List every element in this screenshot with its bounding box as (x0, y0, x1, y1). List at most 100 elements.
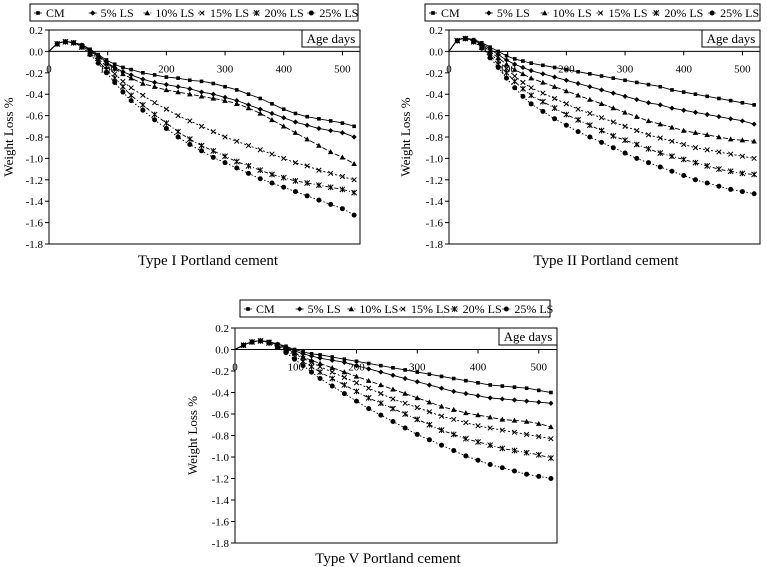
data-point (341, 391, 347, 397)
data-point (140, 92, 146, 98)
data-point (681, 173, 687, 179)
data-point (188, 78, 192, 83)
data-point (751, 155, 757, 162)
legend-marker (297, 306, 303, 312)
legend-marker (199, 10, 205, 16)
data-point (339, 173, 346, 180)
data-point (551, 105, 558, 112)
series-line (235, 340, 551, 479)
data-point (451, 416, 457, 423)
data-point (751, 121, 757, 127)
data-point (462, 36, 468, 42)
data-point (657, 150, 664, 157)
data-point (438, 413, 445, 419)
data-point (511, 66, 518, 72)
legend-marker (144, 10, 151, 16)
data-point (438, 385, 445, 391)
data-point (503, 69, 510, 76)
x-axis-label: Age days (707, 31, 756, 46)
data-point (439, 442, 445, 448)
data-point (512, 85, 518, 91)
data-point (351, 212, 357, 218)
data-point (187, 118, 193, 124)
chart-panel-3: 0.2 0.0 -0.2 -0.4 -0.6 -0.8 -1.0 -1.2 -1.4 -1.6 -1… (185, 323, 558, 567)
data-point (739, 137, 746, 143)
data-point (599, 139, 605, 145)
data-point (499, 396, 505, 402)
data-point (692, 159, 699, 166)
legend-box (424, 3, 761, 22)
legend-label: 5% LS (497, 6, 530, 20)
legend-marker (597, 10, 604, 16)
data-point (680, 156, 687, 163)
legend-box (239, 299, 551, 318)
data-point (111, 65, 118, 71)
data-point (152, 117, 158, 123)
data-point (120, 89, 126, 95)
data-point (488, 383, 492, 387)
data-point (283, 350, 289, 356)
legend-label: 10% LS (155, 6, 194, 20)
data-point (120, 78, 126, 85)
y-tick-label: 0.2 (29, 25, 43, 37)
y-tick-label: -0.4 (426, 89, 444, 101)
legend: CM 5% LS 10% LS 15% LS 20% LS 25% LS (29, 3, 359, 22)
data-point (269, 180, 275, 186)
data-point (475, 412, 481, 418)
data-point (475, 393, 481, 399)
data-point (528, 85, 534, 91)
y-tick-label: -1.4 (426, 196, 444, 208)
plot-frame (48, 29, 361, 245)
x-tick-label: 500 (531, 362, 548, 374)
data-point (475, 438, 481, 445)
data-point (586, 122, 593, 129)
data-point (103, 60, 110, 66)
data-point (378, 412, 384, 418)
data-point (479, 45, 485, 51)
data-point (210, 95, 217, 101)
data-point (548, 476, 554, 481)
data-point (587, 110, 593, 117)
data-point (62, 39, 68, 45)
data-point (575, 80, 581, 87)
x-tick-label: 200 (158, 63, 175, 75)
data-point (317, 360, 323, 366)
chart-caption: Type II Portland cement (533, 253, 679, 269)
data-point (451, 376, 456, 381)
data-point (245, 102, 252, 108)
legend-label: 25% LS (720, 6, 759, 20)
y-tick-label: -0.8 (26, 132, 44, 144)
y-tick-label: -0.4 (212, 388, 230, 400)
data-point (95, 60, 101, 66)
data-point (528, 68, 534, 74)
y-tick-label: -1.2 (212, 474, 229, 486)
legend-label: 15% LS (411, 302, 450, 316)
data-point (222, 94, 228, 101)
data-point (128, 98, 134, 104)
data-point (499, 445, 506, 452)
data-point (317, 369, 324, 376)
data-point (163, 120, 170, 127)
data-point (575, 92, 581, 98)
data-point (520, 79, 526, 86)
data-point (151, 83, 158, 89)
data-point (378, 382, 384, 388)
data-point (222, 97, 228, 103)
data-point (727, 136, 734, 142)
data-point (634, 127, 640, 134)
data-point (463, 453, 469, 459)
data-point (222, 153, 228, 160)
legend-marker (451, 306, 458, 312)
legend-label: 25% LS (319, 6, 358, 20)
data-point (496, 49, 501, 54)
data-point (339, 206, 345, 212)
data-point (450, 406, 457, 412)
y-tick-label: 0.0 (215, 345, 229, 357)
data-point (523, 431, 530, 438)
data-point (246, 170, 252, 176)
data-point (210, 147, 217, 154)
y-tick-label: -0.6 (26, 111, 44, 123)
data-point (524, 398, 530, 404)
legend-label: 15% LS (609, 6, 648, 20)
